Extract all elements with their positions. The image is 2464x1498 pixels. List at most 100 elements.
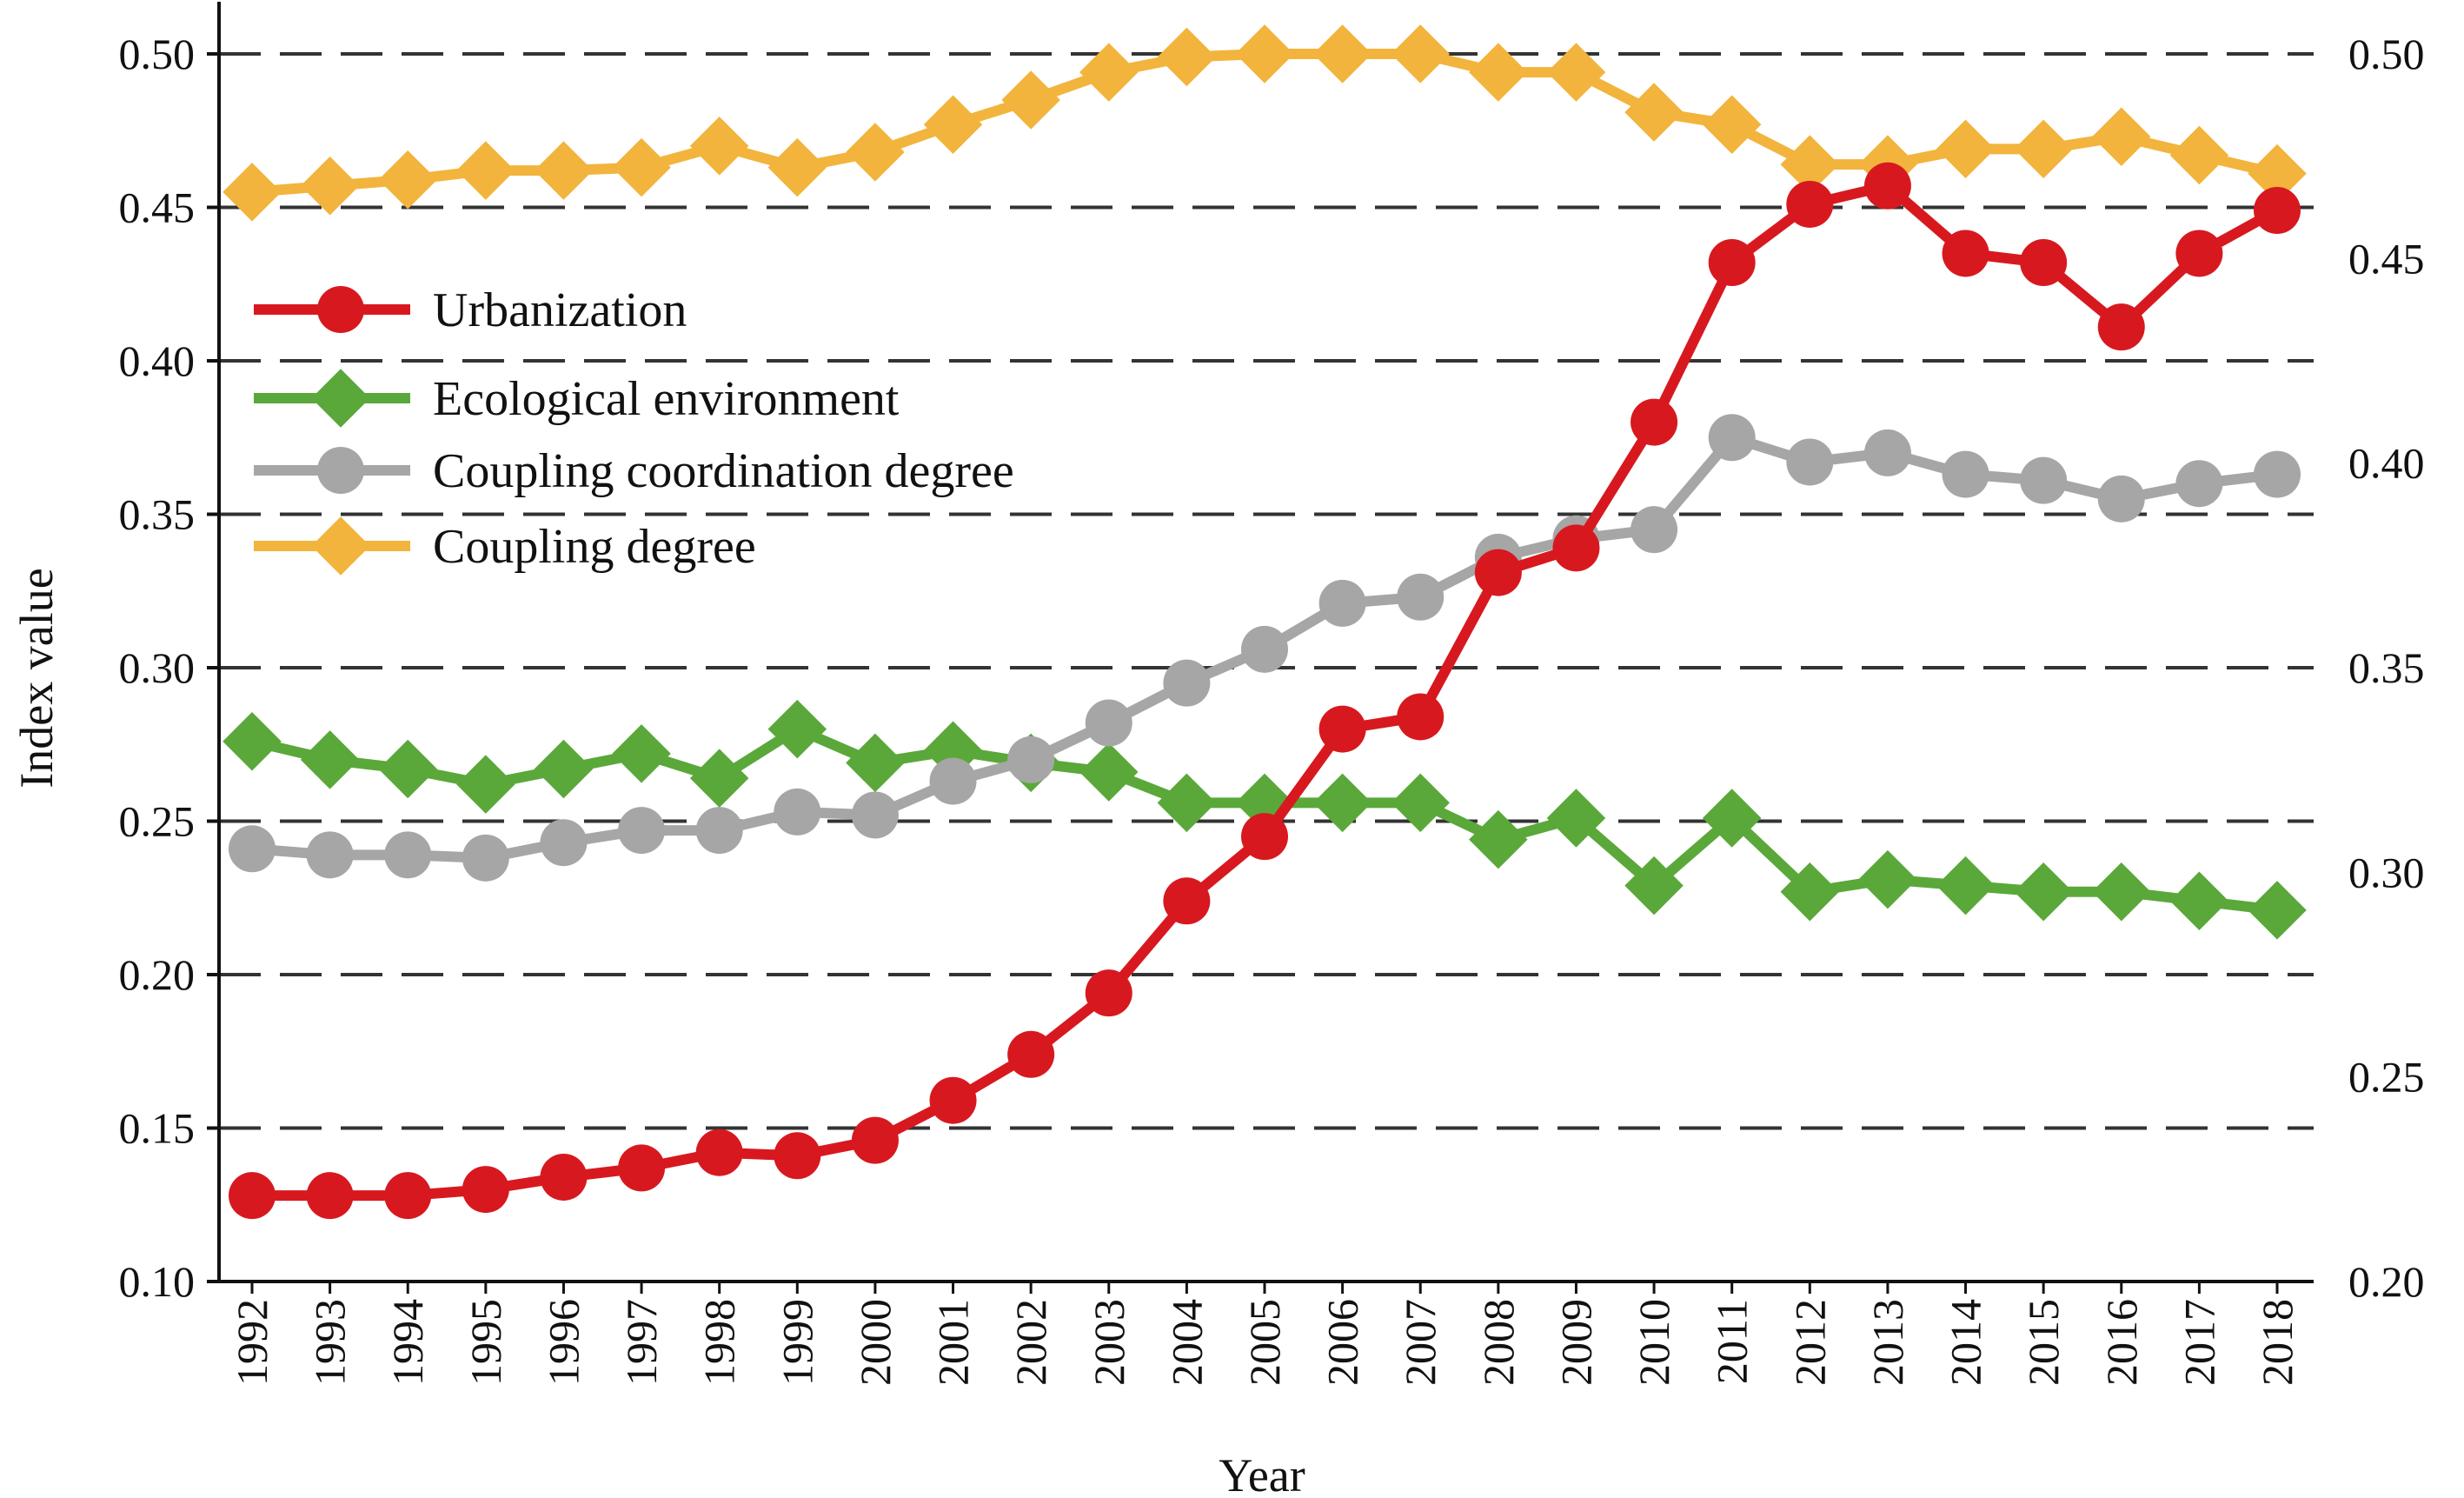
right-tick-label: 0.50 [2348, 30, 2425, 78]
data-point [923, 95, 983, 154]
left-tick-label: 0.10 [119, 1257, 196, 1306]
left-tick-label: 0.40 [119, 336, 196, 385]
x-tick-label: 1996 [539, 1299, 588, 1386]
data-point [2175, 460, 2223, 508]
data-point [689, 749, 749, 808]
x-tick-label: 2006 [1318, 1299, 1367, 1386]
data-point [534, 739, 594, 799]
data-point [1241, 625, 1288, 673]
x-tick-label: 2013 [1863, 1299, 1912, 1386]
data-point [1936, 856, 1996, 915]
data-point [1085, 969, 1132, 1017]
data-point [229, 1172, 276, 1220]
left-tick-label: 0.30 [119, 643, 196, 692]
x-tick-label: 1993 [306, 1299, 355, 1386]
right-tick-label: 0.40 [2348, 439, 2425, 488]
data-point [2254, 187, 2301, 235]
data-point [2014, 862, 2073, 922]
data-point [229, 825, 276, 873]
data-point [534, 141, 594, 200]
right-tick-label: 0.45 [2348, 234, 2425, 283]
x-axis-ticks: 1992 1993 1994 1995 1996 1997 1998 1999 2000 2001… [228, 1282, 2301, 1386]
x-tick-label: 2003 [1085, 1299, 1133, 1386]
data-point [1630, 506, 1678, 554]
x-axis-title: Year [1219, 1449, 1305, 1498]
data-point [1157, 27, 1217, 87]
data-point [2169, 871, 2229, 931]
data-point [846, 123, 905, 182]
data-point [2092, 862, 2151, 922]
legend-item: Coupling degree [254, 516, 756, 576]
legend-label: Coupling coordination degree [433, 444, 1014, 498]
legend-swatch-marker [317, 447, 364, 494]
x-tick-label: 2014 [1942, 1299, 1990, 1386]
left-tick-label: 0.50 [119, 30, 196, 78]
data-point [1936, 119, 1996, 179]
data-point [2092, 107, 2151, 167]
data-point [1702, 95, 1762, 154]
data-point [2254, 450, 2301, 498]
data-point [1780, 135, 1840, 194]
left-tick-label: 0.35 [119, 490, 196, 539]
data-point [1085, 699, 1132, 747]
data-point [2020, 456, 2068, 504]
data-point [1708, 414, 1756, 462]
data-point [1786, 180, 1834, 228]
data-point [767, 699, 827, 759]
legend-label: Urbanization [433, 283, 687, 337]
data-point [851, 1116, 899, 1164]
x-tick-label: 2007 [1396, 1299, 1445, 1386]
data-point [1235, 24, 1294, 83]
data-point [774, 788, 821, 836]
x-tick-label: 2011 [1708, 1299, 1757, 1384]
data-point [1624, 856, 1684, 915]
data-point [846, 733, 905, 793]
data-point [1552, 524, 1600, 572]
data-point [378, 150, 437, 210]
data-point [540, 1153, 588, 1201]
data-point [1007, 1030, 1055, 1078]
data-point [2169, 125, 2229, 185]
x-tick-label: 2005 [1240, 1299, 1289, 1386]
x-tick-label: 1998 [695, 1299, 744, 1386]
data-point [1469, 43, 1528, 102]
data-point [1241, 813, 1288, 861]
left-tick-label: 0.20 [119, 950, 196, 999]
left-y-axis-ticks: 0.10 0.15 0.20 0.25 0.30 0.35 0.40 0.45 0.50 [119, 30, 219, 1306]
left-tick-label: 0.25 [119, 797, 196, 846]
data-point [1546, 789, 1606, 848]
data-point [1469, 809, 1528, 869]
x-tick-label: 2016 [2097, 1299, 2146, 1386]
data-point [1318, 705, 1366, 753]
data-point [929, 757, 977, 805]
grid-lines [219, 52, 2314, 1130]
legend: Urbanization Ecological environment Coupli… [254, 283, 1014, 576]
left-tick-label: 0.15 [119, 1104, 196, 1153]
data-point [378, 739, 437, 799]
data-point [1630, 398, 1678, 446]
data-point [300, 730, 360, 789]
data-point [1163, 877, 1211, 925]
x-tick-label: 2010 [1630, 1299, 1678, 1386]
data-point [1397, 693, 1445, 741]
y-axis-title: Index value [10, 568, 63, 788]
data-point [618, 807, 666, 855]
x-tick-label: 1997 [617, 1299, 666, 1386]
data-point [1079, 43, 1139, 102]
data-point [695, 807, 743, 855]
data-point [2014, 119, 2073, 179]
data-point [1391, 773, 1450, 833]
x-tick-label: 2009 [1551, 1299, 1600, 1386]
data-point [851, 791, 899, 839]
data-point [456, 141, 515, 200]
legend-label: Ecological environment [433, 372, 900, 426]
data-point [1858, 849, 1917, 909]
legend-item: Coupling coordination degree [254, 444, 1014, 498]
x-tick-label: 2000 [851, 1299, 900, 1386]
right-tick-label: 0.35 [2348, 643, 2425, 692]
legend-item: Ecological environment [254, 369, 900, 428]
data-point [2097, 303, 2145, 351]
series-coupling-degree [222, 24, 2307, 222]
series-layer [222, 24, 2307, 1220]
data-point [306, 831, 354, 879]
